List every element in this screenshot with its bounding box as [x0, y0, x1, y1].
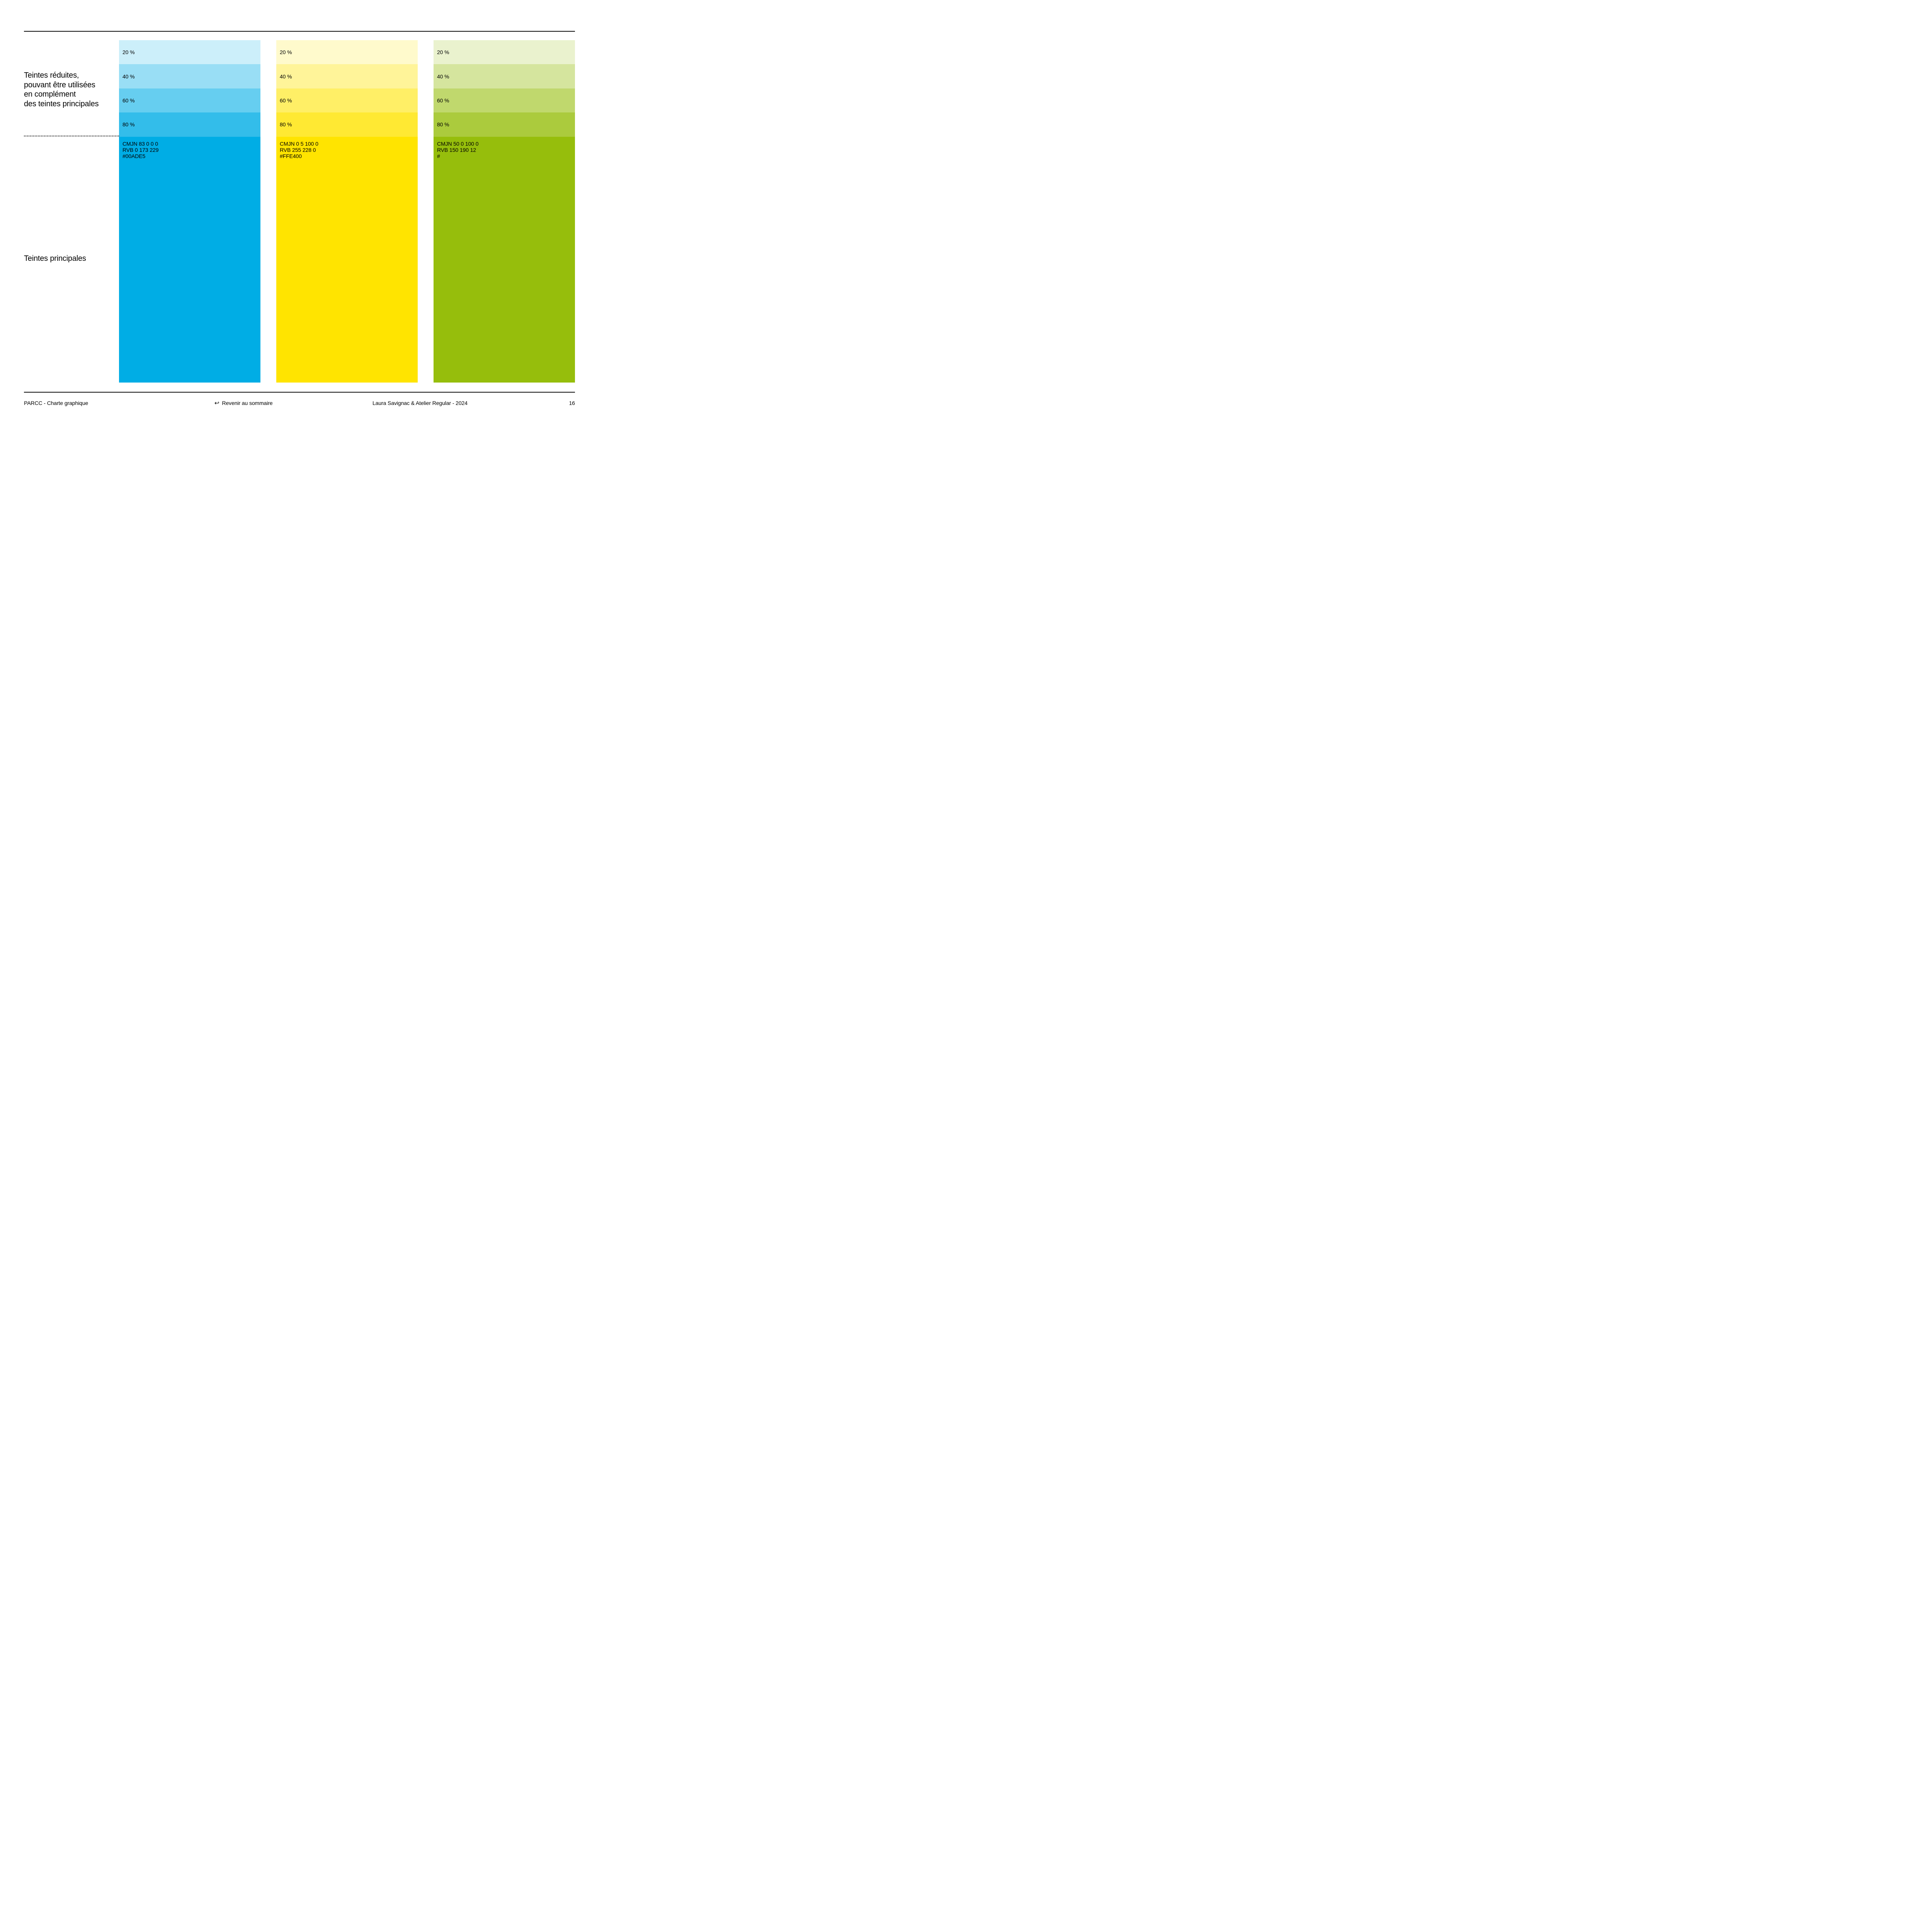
color-spec-hex: #00ADE5	[122, 153, 146, 159]
tint-swatch-yellow-80: 80 %	[276, 112, 418, 137]
tint-percent-label: 60 %	[280, 97, 292, 104]
tint-swatch-yellow-40: 40 %	[276, 64, 418, 88]
tint-swatch-green-20: 20 %	[434, 40, 575, 65]
color-column-blue: 20 % 40 % 60 % 80 % CMJN 83 0 0 0 RVB 0 …	[119, 40, 260, 383]
color-column-green: 20 % 40 % 60 % 80 % CMJN 50 0 100 0 RVB …	[434, 40, 575, 383]
tint-swatch-blue-40: 40 %	[119, 64, 260, 88]
tint-percent-label: 20 %	[437, 49, 449, 56]
color-spec-hex: #FFE400	[280, 153, 302, 159]
tint-swatch-green-40: 40 %	[434, 64, 575, 88]
main-swatch-green: CMJN 50 0 100 0 RVB 150 190 12 #	[434, 136, 575, 383]
section-label-line: Teintes réduites,	[24, 71, 79, 80]
section-label-main-tints: Teintes principales	[24, 254, 86, 263]
tint-swatch-blue-60: 60 %	[119, 88, 260, 113]
page-number: 16	[569, 400, 575, 406]
color-spec-cmjn: CMJN 50 0 100 0	[437, 140, 479, 147]
tint-swatch-green-80: 80 %	[434, 112, 575, 137]
tint-percent-label: 20 %	[280, 49, 292, 56]
return-arrow-icon: ↩	[214, 400, 219, 407]
tint-swatch-yellow-60: 60 %	[276, 88, 418, 113]
tint-percent-label: 40 %	[122, 73, 135, 80]
tint-swatch-blue-20: 20 %	[119, 40, 260, 65]
tint-swatch-yellow-20: 20 %	[276, 40, 418, 65]
color-spec-rvb: RVB 255 228 0	[280, 146, 316, 153]
tint-percent-label: 80 %	[437, 121, 449, 128]
back-to-summary-label: Revenir au sommaire	[222, 400, 273, 406]
back-to-summary-link[interactable]: ↩ Revenir au sommaire	[214, 400, 273, 407]
tint-percent-label: 60 %	[122, 97, 135, 104]
section-label-line: des teintes principales	[24, 99, 99, 108]
footer-credits: Laura Savignac & Atelier Regular - 2024	[372, 400, 468, 406]
top-rule	[24, 31, 575, 32]
tint-percent-label: 60 %	[437, 97, 449, 104]
tint-percent-label: 80 %	[122, 121, 135, 128]
tint-swatch-blue-80: 80 %	[119, 112, 260, 137]
color-spec-cmjn: CMJN 83 0 0 0	[122, 140, 158, 147]
footer-rule	[24, 392, 575, 393]
color-spec-rvb: RVB 150 190 12	[437, 146, 476, 153]
tint-percent-label: 80 %	[280, 121, 292, 128]
main-swatch-blue: CMJN 83 0 0 0 RVB 0 173 229 #00ADE5	[119, 136, 260, 383]
tint-swatch-green-60: 60 %	[434, 88, 575, 113]
tint-percent-label: 40 %	[437, 73, 449, 80]
footer-document-title: PARCC - Charte graphique	[24, 400, 88, 406]
main-swatch-yellow: CMJN 0 5 100 0 RVB 255 228 0 #FFE400	[276, 136, 418, 383]
tint-percent-label: 20 %	[122, 49, 135, 56]
section-label-line: pouvant être utilisées	[24, 80, 95, 89]
color-spec-hex: #	[437, 153, 440, 159]
section-label-reduced-tints: Teintes réduites, pouvant être utilisées…	[24, 71, 99, 109]
color-spec-cmjn: CMJN 0 5 100 0	[280, 140, 318, 147]
color-column-yellow: 20 % 40 % 60 % 80 % CMJN 0 5 100 0 RVB 2…	[276, 40, 418, 383]
color-spec-rvb: RVB 0 173 229	[122, 146, 159, 153]
charte-graphique-page: Teintes réduites, pouvant être utilisées…	[0, 0, 598, 423]
section-label-line: en complément	[24, 90, 76, 99]
tint-percent-label: 40 %	[280, 73, 292, 80]
